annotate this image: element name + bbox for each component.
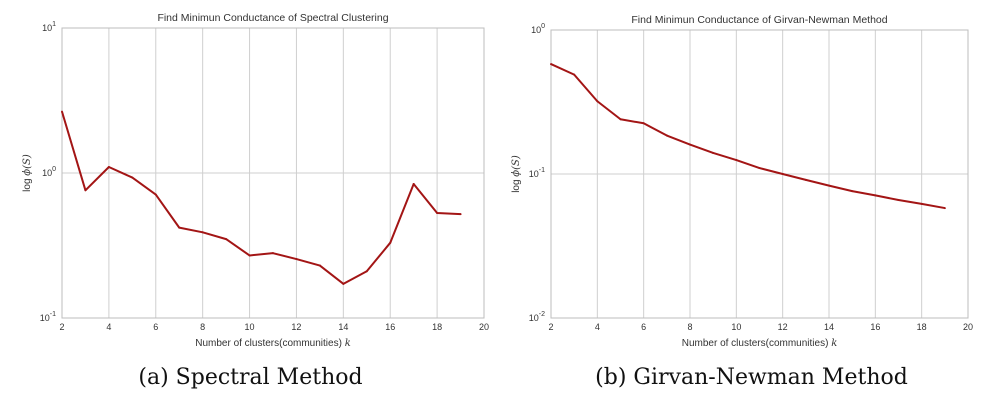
series-line bbox=[61, 111, 461, 285]
y-tick-label: 100 bbox=[42, 166, 56, 178]
data-point bbox=[342, 282, 345, 285]
x-tick-label: 12 bbox=[291, 322, 301, 332]
x-tick-label: 20 bbox=[479, 322, 489, 332]
data-point bbox=[943, 207, 946, 210]
caption-girvan-newman: (b) Girvan-Newman Method bbox=[595, 365, 908, 390]
data-point bbox=[201, 231, 204, 234]
chart-title: Find Minimun Conductance of Spectral Clu… bbox=[157, 12, 388, 24]
x-tick-label: 18 bbox=[432, 322, 442, 332]
data-point bbox=[107, 165, 110, 168]
data-point bbox=[389, 241, 392, 244]
data-point bbox=[318, 264, 321, 267]
x-tick-label: 8 bbox=[200, 322, 205, 332]
data-point bbox=[665, 134, 668, 137]
x-tick-label: 16 bbox=[385, 322, 395, 332]
data-point bbox=[550, 63, 552, 66]
plot-frame bbox=[61, 27, 485, 319]
x-tick-label: 14 bbox=[824, 322, 834, 332]
data-point bbox=[459, 213, 462, 216]
data-point bbox=[131, 176, 134, 179]
x-tick-label: 4 bbox=[595, 322, 600, 332]
data-point bbox=[412, 182, 415, 185]
x-tick-label: 8 bbox=[687, 322, 692, 332]
data-point bbox=[295, 258, 298, 261]
data-point bbox=[573, 73, 576, 76]
data-point bbox=[365, 270, 368, 273]
data-point bbox=[248, 254, 251, 257]
y-tick-label: 10-2 bbox=[529, 311, 545, 323]
plot-frame bbox=[550, 29, 969, 319]
data-point bbox=[758, 167, 761, 170]
caption-spectral: (a) Spectral Method bbox=[138, 365, 363, 390]
x-tick-label: 4 bbox=[106, 322, 111, 332]
x-tick-label: 10 bbox=[245, 322, 255, 332]
data-point bbox=[897, 198, 900, 201]
data-point bbox=[920, 202, 923, 205]
x-axis-label: Number of clusters(communities) k bbox=[682, 338, 838, 349]
data-point bbox=[735, 159, 738, 162]
data-point bbox=[619, 118, 622, 121]
data-point bbox=[225, 238, 228, 241]
data-point bbox=[61, 110, 63, 113]
data-point bbox=[689, 143, 691, 146]
y-tick-label: 100 bbox=[531, 23, 545, 35]
girvan-newman-chart-svg: Find Minimun Conductance of Girvan-Newma… bbox=[511, 14, 973, 349]
data-point bbox=[781, 173, 784, 175]
data-point bbox=[828, 184, 830, 187]
data-point bbox=[178, 226, 181, 229]
y-tick-label: 10-1 bbox=[529, 167, 545, 179]
data-point bbox=[154, 193, 157, 196]
x-tick-label: 6 bbox=[153, 322, 158, 332]
y-tick-label: 10-1 bbox=[40, 311, 56, 323]
data-point bbox=[804, 178, 807, 181]
x-tick-label: 14 bbox=[338, 322, 348, 332]
chart-panel-spectral: Find Minimun Conductance of Spectral Clu… bbox=[22, 12, 489, 390]
x-tick-label: 10 bbox=[731, 322, 741, 332]
x-tick-label: 6 bbox=[641, 322, 646, 332]
y-tick-label: 101 bbox=[42, 21, 56, 33]
x-axis-label: Number of clusters(communities) k bbox=[195, 338, 351, 349]
data-point bbox=[596, 100, 599, 103]
data-point bbox=[874, 194, 877, 197]
x-tick-label: 2 bbox=[59, 322, 64, 332]
data-point bbox=[642, 122, 645, 125]
x-tick-label: 18 bbox=[917, 322, 927, 332]
data-point bbox=[712, 151, 715, 154]
x-tick-label: 20 bbox=[963, 322, 973, 332]
x-tick-label: 16 bbox=[870, 322, 880, 332]
y-axis-label: log ϕ(S) bbox=[511, 155, 522, 193]
chart-title: Find Minimun Conductance of Girvan-Newma… bbox=[631, 14, 887, 26]
data-point bbox=[84, 189, 87, 192]
series-line bbox=[550, 63, 946, 210]
x-tick-label: 12 bbox=[778, 322, 788, 332]
data-point bbox=[436, 211, 439, 214]
spectral-chart-svg: Find Minimun Conductance of Spectral Clu… bbox=[22, 12, 489, 349]
data-point bbox=[851, 190, 854, 193]
y-axis-label: log ϕ(S) bbox=[22, 154, 33, 192]
data-point bbox=[272, 252, 274, 255]
x-tick-label: 2 bbox=[548, 322, 553, 332]
chart-panel-girvan-newman: Find Minimun Conductance of Girvan-Newma… bbox=[501, 0, 1002, 412]
